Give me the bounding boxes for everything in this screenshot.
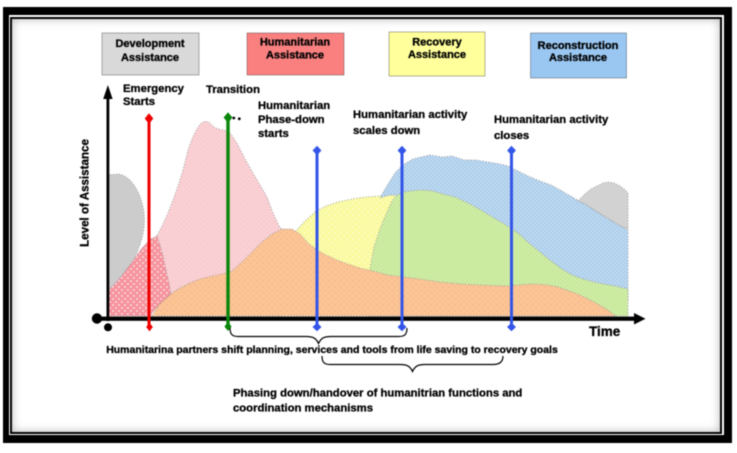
svg-text:Development: Development: [115, 38, 184, 50]
svg-text:Emergency: Emergency: [123, 83, 185, 95]
svg-text:coordination mechanisms: coordination mechanisms: [233, 403, 373, 415]
svg-text:Phase-down: Phase-down: [258, 114, 325, 126]
svg-text:Starts: Starts: [123, 96, 155, 108]
svg-text:Humanitarina partners shift pl: Humanitarina partners shift planning, se…: [106, 344, 558, 356]
svg-text:Reconstruction: Reconstruction: [538, 40, 619, 52]
svg-text:closes: closes: [494, 130, 529, 142]
svg-text:Level of Assistance: Level of Assistance: [79, 139, 92, 247]
svg-text:Phasing down/handover of human: Phasing down/handover of humanitrian fun…: [233, 388, 522, 400]
svg-text:Assistance: Assistance: [266, 50, 324, 62]
svg-text:starts: starts: [258, 128, 289, 140]
svg-text:Transition: Transition: [206, 84, 260, 96]
svg-text:Humanitarian: Humanitarian: [258, 100, 330, 112]
svg-text:Humanitarian: Humanitarian: [260, 37, 331, 49]
svg-text:Assistance: Assistance: [121, 52, 179, 64]
svg-text:Time: Time: [589, 324, 621, 339]
svg-text:Humanitarian activity: Humanitarian activity: [353, 109, 468, 121]
svg-text:Recovery: Recovery: [412, 37, 462, 49]
svg-text:Assistance: Assistance: [408, 49, 466, 61]
svg-text:scales down: scales down: [353, 125, 420, 137]
svg-text:Humanitarian activity: Humanitarian activity: [494, 114, 609, 126]
svg-text:Assistance: Assistance: [549, 52, 607, 64]
